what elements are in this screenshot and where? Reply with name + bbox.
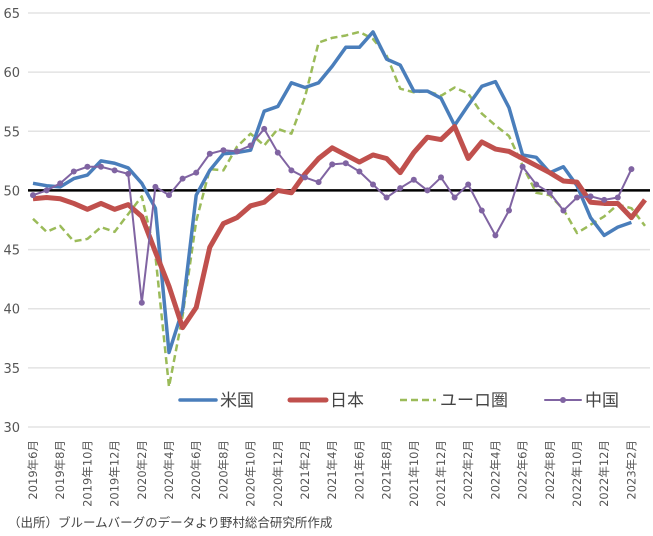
x-tick-label: 2022年10月 xyxy=(570,440,584,507)
data-point xyxy=(138,299,145,306)
x-tick-label: 2020年2月 xyxy=(135,440,149,500)
legend-label: 米国 xyxy=(220,391,254,411)
x-tick-label: 2021年2月 xyxy=(298,440,312,500)
data-point xyxy=(424,187,431,194)
series-line-1 xyxy=(32,124,647,331)
data-point xyxy=(628,166,635,173)
series-line-0 xyxy=(32,30,632,355)
data-point xyxy=(533,181,540,188)
x-tick-label: 2020年6月 xyxy=(189,440,203,500)
data-point xyxy=(125,170,132,177)
data-point xyxy=(574,194,580,201)
data-point xyxy=(288,167,295,174)
x-tick-label: 2019年6月 xyxy=(26,440,40,500)
data-point xyxy=(587,193,594,200)
data-point xyxy=(370,181,376,188)
y-tick-label: 45 xyxy=(3,244,20,259)
data-point xyxy=(356,168,363,175)
y-tick-label: 55 xyxy=(3,125,20,140)
data-point xyxy=(111,167,118,174)
legend-item: 米国 xyxy=(178,391,254,411)
data-point xyxy=(234,148,240,155)
x-tick-label: 2020年4月 xyxy=(162,440,176,500)
x-tick-label: 2022年6月 xyxy=(516,440,530,500)
data-point xyxy=(206,150,213,157)
data-point xyxy=(70,168,77,175)
data-point xyxy=(342,160,349,167)
x-tick-label: 2019年10月 xyxy=(80,440,94,507)
y-axis-ticks: 30 35 40 45 50 55 60 65 xyxy=(3,7,20,436)
data-point xyxy=(329,161,336,168)
x-tick-label: 2022年8月 xyxy=(543,440,557,500)
data-point xyxy=(438,174,444,181)
x-tick-label: 2021年4月 xyxy=(325,440,339,500)
series-lines xyxy=(30,30,647,389)
legend-label: 中国 xyxy=(585,391,619,411)
data-point xyxy=(519,163,526,170)
legend-item: ユーロ圏 xyxy=(400,391,508,411)
data-point xyxy=(506,207,512,214)
series-line-2 xyxy=(32,30,646,389)
data-point xyxy=(220,147,227,154)
data-point xyxy=(410,176,417,183)
data-point xyxy=(166,192,172,199)
y-tick-label: 35 xyxy=(3,362,20,377)
data-point xyxy=(302,174,308,181)
data-point xyxy=(30,192,36,199)
data-point xyxy=(383,194,390,201)
y-tick-label: 50 xyxy=(3,184,20,199)
x-tick-label: 2020年8月 xyxy=(216,440,230,500)
data-point xyxy=(57,180,64,187)
data-point xyxy=(451,194,458,201)
data-point xyxy=(601,196,608,203)
x-tick-label: 2021年8月 xyxy=(380,440,394,500)
legend-marker xyxy=(560,397,566,403)
source-note: （出所）ブルームバーグのデータより野村総合研究所作成 xyxy=(8,515,332,530)
legend-label: ユーロ圏 xyxy=(440,391,508,411)
data-point xyxy=(274,149,281,156)
x-tick-label: 2023年2月 xyxy=(624,440,638,500)
x-tick-label: 2022年12月 xyxy=(597,440,611,507)
gridlines xyxy=(28,12,650,428)
data-point xyxy=(546,189,553,196)
data-point xyxy=(478,207,485,214)
y-tick-label: 65 xyxy=(3,7,20,22)
y-tick-label: 60 xyxy=(3,66,20,81)
x-tick-label: 2022年4月 xyxy=(488,440,502,500)
data-point xyxy=(98,163,104,170)
data-point xyxy=(492,232,499,239)
data-point xyxy=(465,181,472,188)
x-tick-label: 2019年8月 xyxy=(53,440,67,500)
x-tick-label: 2020年12月 xyxy=(271,440,285,507)
x-tick-label: 2022年2月 xyxy=(461,440,475,500)
x-tick-label: 2021年12月 xyxy=(434,440,448,507)
data-point xyxy=(193,169,200,176)
data-point xyxy=(179,175,186,182)
data-point xyxy=(247,142,254,149)
x-axis-ticks: 2019年6月 2019年8月 2019年10月 2019年12月 2020年2月 202… xyxy=(26,440,638,507)
data-point xyxy=(84,163,91,170)
data-point xyxy=(152,183,159,190)
series-line-3 xyxy=(32,127,633,304)
legend-label: 日本 xyxy=(330,391,364,411)
legend-item: 中国 xyxy=(544,391,619,411)
data-point xyxy=(315,179,322,186)
data-point xyxy=(560,207,567,214)
x-tick-label: 2019年12月 xyxy=(108,440,122,507)
y-tick-label: 40 xyxy=(3,303,20,318)
y-tick-label: 30 xyxy=(3,421,20,436)
x-tick-label: 2021年6月 xyxy=(352,440,366,500)
data-point xyxy=(397,185,404,192)
data-point xyxy=(261,125,268,132)
x-tick-label: 2021年10月 xyxy=(407,440,421,507)
data-point xyxy=(43,187,50,194)
data-point xyxy=(614,194,621,201)
x-tick-label: 2020年10月 xyxy=(244,440,258,507)
legend: 米国 日本 ユーロ圏 中国 xyxy=(178,391,619,411)
legend-item: 日本 xyxy=(287,391,364,411)
